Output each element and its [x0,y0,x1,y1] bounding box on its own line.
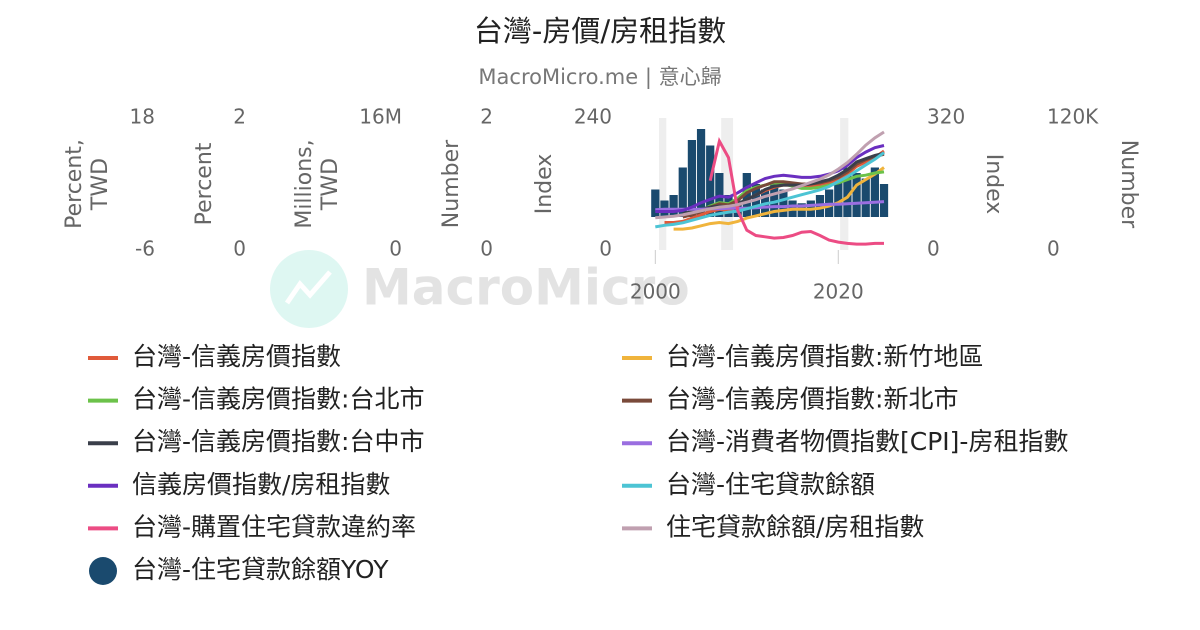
y-axis-title: Percent [192,142,217,225]
x-tick-label: 2020 [813,280,864,304]
chart-subtitle: MacroMicro.me | 意心歸 [478,65,721,90]
bar [696,129,706,217]
y-tick-label: -6 [135,237,155,261]
bar [706,145,715,217]
bar [879,184,889,217]
bar [861,178,870,217]
series-line [673,166,885,231]
x-tick-label: 2000 [630,280,681,304]
chart-title: 台灣-房價/房租指數 [474,14,726,48]
y-tick-label: 0 [599,237,612,261]
legend-label: 台灣-信義房價指數:新竹地區 [666,342,983,371]
y-tick-label: 18 [130,105,155,129]
legend-label: 台灣-住宅貸款餘額YOY [132,555,389,584]
series-line [708,136,884,246]
y-axis-title: Index [532,154,557,215]
y-tick-label: 2 [233,105,246,129]
y-axis-title: TWD [318,158,343,211]
bar [852,173,861,217]
bar [678,167,687,217]
y-tick-label: 240 [574,105,612,129]
y-axis-title: TWD [88,158,113,211]
watermark: MacroMicro [362,259,690,317]
y-tick-label: 0 [480,237,493,261]
bar [843,167,852,217]
y-tick-label: 16M [359,105,402,129]
legend-label: 台灣-購置住宅貸款違約率 [132,512,416,541]
y-axis-title: Number [1116,140,1141,229]
legend-label: 台灣-信義房價指數 [132,342,341,371]
legend-marker [89,557,117,585]
y-tick-label: 0 [1047,237,1060,261]
bar [834,178,843,217]
y-tick-label: 0 [233,237,246,261]
y-axis-title: Millions, [292,139,317,228]
bar [870,167,879,217]
bar [669,195,678,217]
y-tick-label: 0 [389,237,402,261]
y-tick-label: 0 [927,237,940,261]
legend-label: 台灣-信義房價指數:新北市 [666,385,958,414]
watermark-logo [270,250,348,328]
legend-label: 台灣-住宅貸款餘額 [666,470,875,499]
series-line [655,200,885,212]
legend-label: 信義房價指數/房租指數 [132,470,390,499]
series-line [655,151,885,229]
y-tick-label: 120K [1047,105,1099,129]
y-axis-title: Number [439,139,464,228]
y-tick-label: 2 [480,105,493,129]
series-line [655,130,885,220]
legend-label: 住宅貸款餘額/房租指數 [666,512,924,541]
bar [742,173,751,217]
legend-label: 台灣-消費者物價指數[CPI]-房租指數 [666,427,1068,456]
bar [770,184,779,217]
series-line [655,144,885,213]
bar [651,189,660,217]
bar [687,140,697,217]
legend-label: 台灣-信義房價指數:台北市 [132,385,424,414]
y-tick-label: 320 [927,105,965,129]
y-axis-title: Percent, [62,139,87,229]
legend-label: 台灣-信義房價指數:台中市 [132,427,424,456]
shaded-band [721,118,734,250]
shaded-band [658,118,667,250]
bar [779,189,788,217]
y-axis-title: Index [981,154,1006,215]
